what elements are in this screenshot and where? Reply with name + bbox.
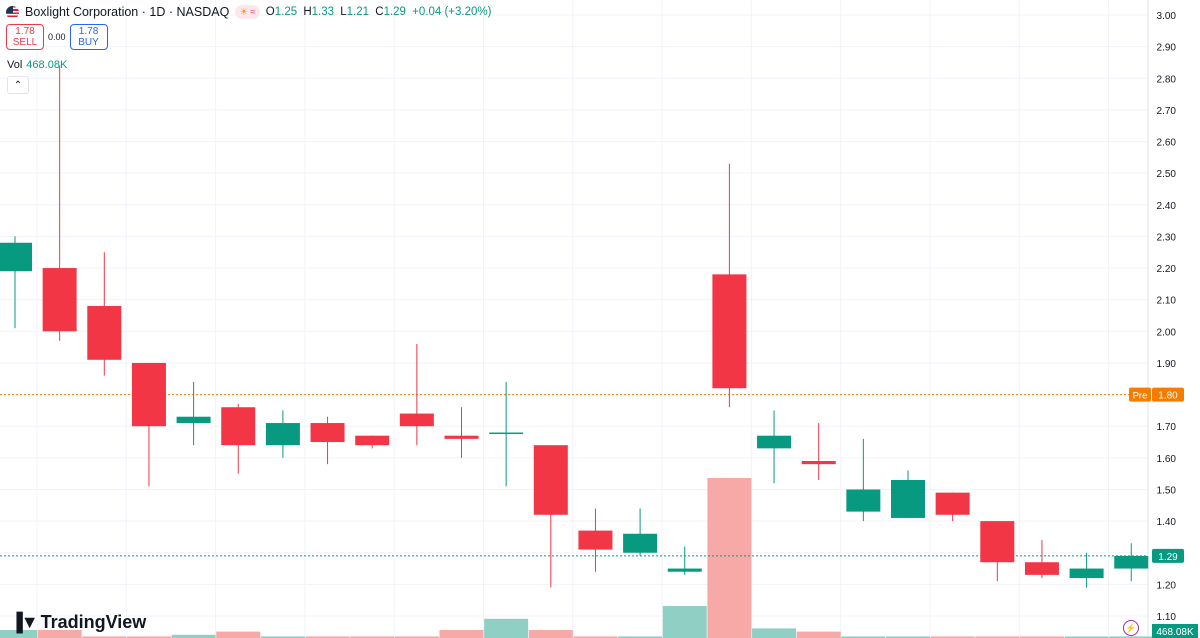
candle-body (757, 435, 792, 449)
candle-body (221, 407, 256, 446)
pre-price-badge: 1.80 (1158, 391, 1178, 402)
y-tick-label: 1.70 (1157, 422, 1177, 433)
volume-bar (573, 636, 618, 638)
candle-body (667, 568, 702, 572)
candle-body (891, 479, 925, 518)
volume-bar (752, 628, 797, 638)
y-tick-label: 2.60 (1157, 138, 1177, 149)
ohlc-values: O1.25 H1.33 L1.21 C1.29 +0.04 (+3.20%) (265, 6, 492, 18)
lightning-icon[interactable]: ⚡ (1123, 620, 1139, 636)
candle-body (578, 530, 613, 550)
chevron-up-icon: ⌃ (13, 79, 23, 91)
tradingview-mark-icon: ▐▼ (10, 612, 39, 632)
volume-bar (439, 630, 484, 638)
y-tick-label: 2.50 (1157, 169, 1177, 180)
tradingview-logo[interactable]: ▐▼ TradingView (10, 612, 147, 632)
volume-bar (930, 636, 975, 638)
volume-bar (82, 636, 127, 638)
candle-body (42, 268, 77, 332)
volume-bar (484, 618, 529, 638)
candle-body (87, 306, 122, 360)
y-tick-label: 1.90 (1157, 359, 1177, 370)
y-tick-label: 2.40 (1157, 201, 1177, 212)
volume-bar (662, 606, 707, 638)
volume-bar (260, 636, 305, 638)
candle-body (801, 461, 836, 465)
y-tick-label: 2.90 (1157, 43, 1177, 54)
spread-value: 0.00 (48, 32, 66, 42)
us-flag-icon (6, 5, 19, 19)
y-tick-label: 2.70 (1157, 106, 1177, 117)
y-tick-label: 2.00 (1157, 327, 1177, 338)
volume-bar (1064, 636, 1109, 638)
candle-body (623, 533, 658, 553)
symbol-name[interactable]: Boxlight Corporation · 1D · NASDAQ (25, 5, 230, 19)
candle-body (310, 423, 345, 443)
volume-bar (707, 478, 752, 638)
candle-body (1024, 562, 1059, 575)
last-price-badge: 1.29 (1158, 552, 1178, 563)
y-tick-label: 3.00 (1157, 11, 1177, 22)
y-tick-label: 2.80 (1157, 74, 1177, 85)
last-price-badge-bg (1152, 548, 1184, 563)
volume-bar (394, 636, 439, 638)
y-tick-label: 2.10 (1157, 296, 1177, 307)
volume-bar (796, 631, 841, 638)
candle-body (935, 492, 970, 515)
candle-body (399, 413, 434, 427)
volume-bar (305, 636, 350, 638)
candle-body (1069, 568, 1104, 579)
candle-body (131, 362, 166, 427)
candle-body (355, 435, 390, 446)
y-tick-label: 1.10 (1157, 612, 1177, 623)
sell-button[interactable]: 1.78 SELL (6, 24, 44, 50)
y-tick-label: 1.60 (1157, 454, 1177, 465)
y-tick-label: 1.40 (1157, 517, 1177, 528)
volume-badge: 468.08K (1156, 627, 1194, 638)
sun-icon: ☀ (239, 6, 249, 18)
wave-icon: ≈ (250, 6, 256, 18)
candle-body (489, 432, 524, 435)
volume-bar (1019, 636, 1064, 638)
volume-bar (171, 634, 216, 638)
volume-bar (216, 631, 261, 638)
volume-bar (1109, 636, 1154, 638)
symbol-header: Boxlight Corporation · 1D · NASDAQ ☀ ≈ O… (6, 5, 494, 19)
y-tick-label: 2.30 (1157, 232, 1177, 243)
candle-body (0, 242, 32, 272)
trade-panel: 1.78 SELL 0.00 1.78 BUY (6, 24, 108, 50)
pre-price-label-bg (1129, 387, 1151, 402)
candle-body (980, 521, 1015, 563)
candle-body (176, 416, 211, 424)
change-value: +0.04 (+3.20%) (412, 6, 492, 18)
candle-body (533, 445, 568, 515)
volume-legend: Vol 468.08K (7, 59, 68, 71)
candle-body (444, 435, 479, 439)
volume-badge-bg (1152, 624, 1198, 638)
candle-body (712, 274, 747, 389)
pre-price-label: Pre (1133, 391, 1148, 402)
pre-price-badge-bg (1152, 387, 1184, 402)
candle-body (265, 423, 300, 446)
volume-bar (886, 636, 930, 638)
session-badge[interactable]: ☀ ≈ (235, 5, 260, 19)
volume-bar (0, 630, 37, 638)
collapse-legend-button[interactable]: ⌃ (7, 76, 29, 94)
y-tick-label: 1.50 (1157, 485, 1177, 496)
volume-bar (126, 636, 171, 638)
volume-bar (618, 636, 663, 638)
volume-bar (37, 630, 82, 638)
buy-button[interactable]: 1.78 BUY (69, 24, 108, 50)
y-tick-label: 1.20 (1157, 580, 1177, 591)
candle-body (846, 489, 881, 512)
volume-bar (841, 636, 886, 638)
volume-bar (350, 636, 395, 638)
y-tick-label: 2.20 (1157, 264, 1177, 275)
volume-bar (528, 630, 573, 638)
volume-bar (975, 636, 1020, 638)
candle-body (1114, 555, 1149, 569)
